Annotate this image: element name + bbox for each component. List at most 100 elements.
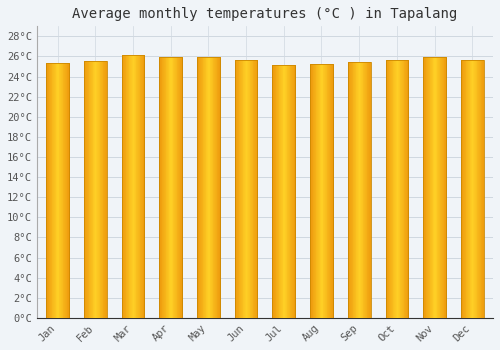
Bar: [123, 55, 124, 318]
Bar: [286, 65, 288, 318]
Bar: [247, 61, 248, 318]
Bar: [175, 57, 176, 318]
Bar: [333, 64, 334, 318]
Bar: [130, 55, 131, 318]
Bar: [58, 63, 59, 318]
Bar: [244, 61, 245, 318]
Bar: [94, 62, 95, 318]
Title: Average monthly temperatures (°C ) in Tapalang: Average monthly temperatures (°C ) in Ta…: [72, 7, 458, 21]
Bar: [55, 63, 56, 318]
Bar: [62, 63, 64, 318]
Bar: [208, 57, 209, 318]
Bar: [180, 57, 181, 318]
Bar: [160, 57, 161, 318]
Bar: [125, 55, 126, 318]
Bar: [318, 64, 319, 318]
Bar: [274, 65, 275, 318]
Bar: [461, 61, 483, 318]
Bar: [276, 65, 277, 318]
Bar: [126, 55, 127, 318]
Bar: [321, 64, 322, 318]
Bar: [165, 57, 166, 318]
Bar: [326, 64, 328, 318]
Bar: [348, 62, 370, 318]
Bar: [369, 62, 370, 318]
Bar: [432, 57, 434, 318]
Bar: [216, 57, 218, 318]
Bar: [238, 61, 240, 318]
Bar: [167, 57, 168, 318]
Bar: [46, 63, 69, 318]
Bar: [205, 57, 206, 318]
Bar: [428, 57, 429, 318]
Bar: [315, 64, 316, 318]
Bar: [47, 63, 48, 318]
Bar: [100, 62, 101, 318]
Bar: [434, 57, 435, 318]
Bar: [388, 61, 389, 318]
Bar: [392, 61, 394, 318]
Bar: [404, 61, 405, 318]
Bar: [478, 61, 479, 318]
Bar: [139, 55, 140, 318]
Bar: [197, 57, 198, 318]
Bar: [56, 63, 57, 318]
Bar: [443, 57, 444, 318]
Bar: [52, 63, 54, 318]
Bar: [275, 65, 276, 318]
Bar: [161, 57, 162, 318]
Bar: [330, 64, 332, 318]
Bar: [316, 64, 317, 318]
Bar: [171, 57, 172, 318]
Bar: [242, 61, 244, 318]
Bar: [331, 64, 332, 318]
Bar: [362, 62, 364, 318]
Bar: [464, 61, 465, 318]
Bar: [461, 61, 462, 318]
Bar: [462, 61, 464, 318]
Bar: [398, 61, 399, 318]
Bar: [352, 62, 354, 318]
Bar: [136, 55, 138, 318]
Bar: [390, 61, 391, 318]
Bar: [249, 61, 250, 318]
Bar: [471, 61, 472, 318]
Bar: [179, 57, 180, 318]
Bar: [207, 57, 208, 318]
Bar: [468, 61, 469, 318]
Bar: [142, 55, 144, 318]
Bar: [358, 62, 359, 318]
Bar: [294, 65, 295, 318]
Bar: [132, 55, 134, 318]
Bar: [50, 63, 51, 318]
Bar: [325, 64, 326, 318]
Bar: [394, 61, 395, 318]
Bar: [278, 65, 280, 318]
Bar: [475, 61, 476, 318]
Bar: [395, 61, 396, 318]
Bar: [46, 63, 47, 318]
Bar: [106, 62, 108, 318]
Bar: [255, 61, 256, 318]
Bar: [210, 57, 211, 318]
Bar: [57, 63, 58, 318]
Bar: [104, 62, 105, 318]
Bar: [386, 61, 387, 318]
Bar: [388, 61, 390, 318]
Bar: [58, 63, 59, 318]
Bar: [101, 62, 102, 318]
Bar: [440, 57, 442, 318]
Bar: [281, 65, 282, 318]
Bar: [405, 61, 406, 318]
Bar: [168, 57, 170, 318]
Bar: [64, 63, 65, 318]
Bar: [429, 57, 430, 318]
Bar: [97, 62, 98, 318]
Bar: [61, 63, 62, 318]
Bar: [310, 64, 333, 318]
Bar: [430, 57, 431, 318]
Bar: [60, 63, 61, 318]
Bar: [436, 57, 438, 318]
Bar: [329, 64, 330, 318]
Bar: [427, 57, 428, 318]
